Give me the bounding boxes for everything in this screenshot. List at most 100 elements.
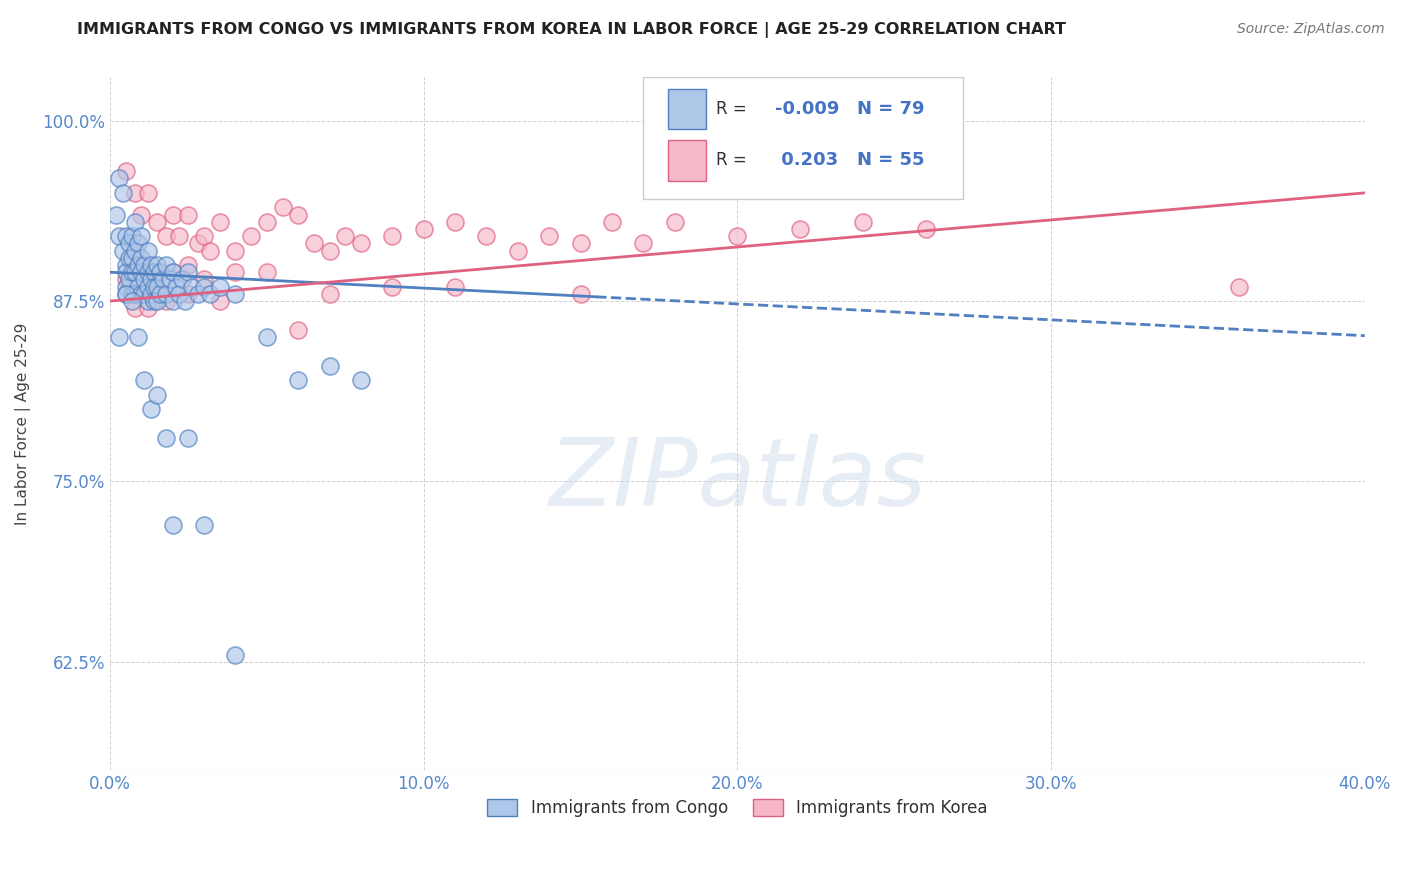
Point: [600, 215, 623, 229]
Point: [193, 229, 215, 244]
Legend: Immigrants from Congo, Immigrants from Korea: Immigrants from Congo, Immigrants from K…: [481, 792, 994, 824]
Text: R =: R =: [716, 100, 747, 118]
Point: [139, 402, 162, 417]
Point: [114, 258, 136, 272]
Point: [114, 229, 136, 244]
Point: [914, 222, 936, 236]
Point: [136, 186, 159, 200]
Point: [134, 286, 156, 301]
Point: [146, 265, 169, 279]
FancyBboxPatch shape: [668, 140, 706, 181]
Point: [136, 244, 159, 258]
Point: [114, 286, 136, 301]
Point: [287, 373, 309, 387]
Point: [193, 517, 215, 532]
Text: ZIPatlas: ZIPatlas: [548, 434, 927, 524]
Point: [256, 330, 278, 344]
Point: [131, 251, 153, 265]
Point: [318, 244, 340, 258]
Point: [159, 272, 181, 286]
Point: [121, 265, 143, 279]
Point: [287, 207, 309, 221]
Point: [131, 207, 153, 221]
Point: [121, 229, 143, 244]
FancyBboxPatch shape: [668, 88, 706, 129]
Point: [208, 215, 231, 229]
Point: [287, 323, 309, 337]
Point: [142, 294, 165, 309]
Point: [108, 171, 131, 186]
Point: [180, 279, 202, 293]
Point: [114, 279, 136, 293]
Point: [162, 207, 184, 221]
Point: [124, 244, 146, 258]
Point: [350, 373, 373, 387]
Point: [162, 265, 184, 279]
Point: [108, 330, 131, 344]
Text: IMMIGRANTS FROM CONGO VS IMMIGRANTS FROM KOREA IN LABOR FORCE | AGE 25-29 CORREL: IMMIGRANTS FROM CONGO VS IMMIGRANTS FROM…: [77, 22, 1066, 38]
Point: [149, 265, 172, 279]
Point: [381, 279, 404, 293]
Point: [131, 265, 153, 279]
Y-axis label: In Labor Force | Age 25-29: In Labor Force | Age 25-29: [15, 323, 31, 524]
Point: [187, 236, 209, 251]
Text: 0.203: 0.203: [775, 151, 838, 169]
Point: [111, 186, 134, 200]
Point: [538, 229, 561, 244]
Point: [127, 330, 149, 344]
Point: [118, 251, 141, 265]
Point: [162, 294, 184, 309]
Point: [187, 286, 209, 301]
Point: [318, 359, 340, 373]
Point: [200, 244, 222, 258]
Point: [139, 272, 162, 286]
Point: [131, 229, 153, 244]
Point: [381, 229, 404, 244]
Point: [271, 200, 294, 214]
Point: [256, 215, 278, 229]
Text: -0.009: -0.009: [775, 100, 839, 118]
Point: [146, 279, 169, 293]
Point: [121, 294, 143, 309]
Point: [124, 186, 146, 200]
Point: [155, 229, 177, 244]
Point: [142, 279, 165, 293]
Point: [124, 286, 146, 301]
Point: [118, 236, 141, 251]
Point: [155, 294, 177, 309]
Point: [124, 265, 146, 279]
Point: [121, 251, 143, 265]
Point: [152, 272, 174, 286]
Text: R =: R =: [716, 151, 747, 169]
Point: [789, 222, 811, 236]
Point: [114, 286, 136, 301]
Point: [167, 286, 190, 301]
Text: Source: ZipAtlas.com: Source: ZipAtlas.com: [1237, 22, 1385, 37]
Point: [224, 244, 246, 258]
Point: [444, 279, 467, 293]
Point: [105, 207, 128, 221]
Point: [127, 279, 149, 293]
Text: N = 79: N = 79: [856, 100, 924, 118]
Point: [139, 258, 162, 272]
Point: [256, 265, 278, 279]
Point: [193, 272, 215, 286]
Point: [302, 236, 325, 251]
Point: [475, 229, 498, 244]
Point: [224, 648, 246, 662]
Point: [208, 279, 231, 293]
Point: [155, 286, 177, 301]
Point: [177, 286, 200, 301]
Point: [155, 431, 177, 445]
Point: [136, 279, 159, 293]
Point: [318, 286, 340, 301]
Point: [146, 215, 169, 229]
Point: [633, 236, 655, 251]
Point: [208, 294, 231, 309]
Point: [200, 286, 222, 301]
Point: [134, 258, 156, 272]
Point: [146, 294, 169, 309]
Text: N = 55: N = 55: [856, 151, 924, 169]
Point: [224, 265, 246, 279]
FancyBboxPatch shape: [644, 78, 963, 199]
